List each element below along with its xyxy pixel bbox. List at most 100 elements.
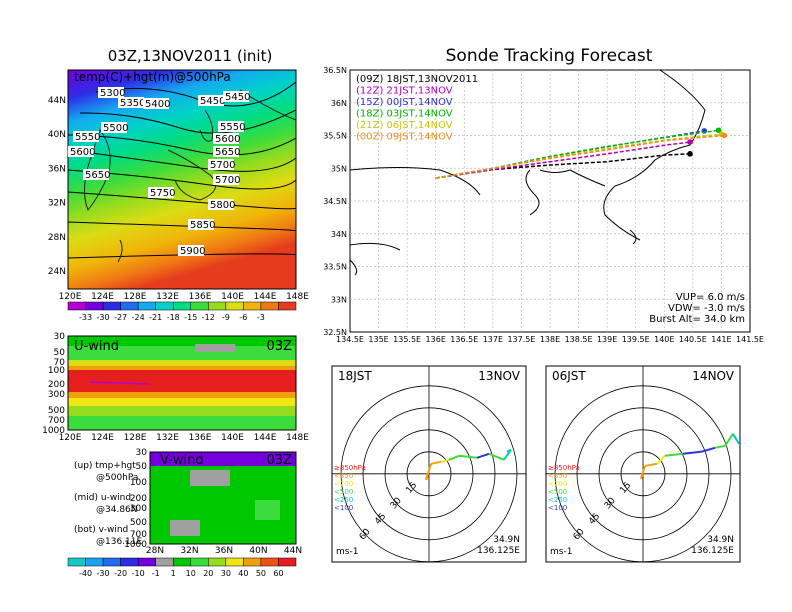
v-wind-x-label: 44N: [284, 546, 302, 556]
contour-label: 5300: [100, 88, 125, 99]
note-line: (mid) u-wind: [74, 493, 131, 503]
v-wind-y-label: 50: [136, 462, 148, 472]
note-line: @500hPa: [96, 473, 138, 483]
track-y-tick-label: 34N: [331, 230, 347, 239]
track-y-tick-label: 36.5N: [323, 66, 347, 75]
v-wind-x-label: 32N: [180, 546, 198, 556]
contour-label-bg: [101, 122, 127, 133]
track-param: VUP= 6.0 m/s: [676, 292, 745, 303]
contour-label-bg: [178, 245, 204, 256]
track-series-line: [435, 134, 725, 179]
u-wind-x-label: 128E: [124, 433, 147, 443]
track-param: Burst Alt= 34.0 km: [649, 314, 745, 325]
track-legend-entry: (21Z) 06JST,14NOV: [356, 120, 453, 131]
map-lon-label: 148E: [286, 292, 309, 302]
hodograph-trace: [640, 465, 646, 480]
hodograph-date: 13NOV: [478, 369, 520, 383]
contour-label: 5650: [215, 147, 240, 158]
sonde-track-map: (09Z) 18JST,13NOV2011(12Z) 21JST,13NOV(1…: [323, 66, 764, 344]
wind-colorbar: -40 -30 -20 -10 -1 1 10 20 30 40 50 60: [67, 557, 297, 578]
hodograph-trace: [488, 452, 505, 461]
wind-colorbar-swatch: [85, 557, 104, 567]
u-wind-label: U-wind: [74, 339, 119, 354]
hodograph-date: 14NOV: [692, 369, 734, 383]
wind-colorbar-label: -1: [152, 569, 160, 578]
map-lon-label: 128E: [124, 292, 147, 302]
track-endpoint: [687, 139, 693, 145]
wind-colorbar-label: -20: [114, 569, 127, 578]
track-y-tick-label: 33.5N: [323, 263, 347, 272]
map-lon-label: 120E: [59, 292, 82, 302]
contour-label-bg: [213, 146, 239, 157]
hodograph-legend-entry: ≥850hPa: [548, 464, 580, 472]
map-lon-label: 132E: [156, 292, 179, 302]
u-wind-y-label: 50: [54, 348, 66, 358]
temp-colorbar-swatch: [225, 301, 244, 311]
track-legend-entry: (18Z) 03JST,14NOV: [356, 109, 453, 120]
contour-label: 5900: [180, 246, 205, 257]
contour-label-bg: [188, 219, 214, 230]
map-lon-label: 144E: [254, 292, 277, 302]
v-wind-y-label: 1000: [124, 540, 147, 550]
contour-label-bg: [83, 169, 109, 180]
u-wind-y-label: 700: [48, 416, 65, 426]
wind-colorbar-label: -30: [97, 569, 110, 578]
contour-label-bg: [68, 146, 94, 157]
temp-colorbar-label: -30: [97, 313, 110, 322]
hodograph-lat: 34.9N: [493, 535, 520, 545]
temp-colorbar-swatch: [208, 301, 227, 311]
temp-colorbar-swatch: [278, 301, 297, 311]
temp-colorbar-swatch: [190, 301, 209, 311]
temp-colorbar-label: -15: [184, 313, 197, 322]
hodograph-trace: [458, 454, 478, 459]
u-wind-x-label: 148E: [286, 433, 309, 443]
wind-colorbar-label: 50: [256, 569, 266, 578]
wind-colorbar-label: -40: [79, 569, 92, 578]
map-lat-label: 44N: [48, 96, 66, 106]
contour-label: 5550: [220, 122, 245, 133]
u-wind-y-label: 500: [48, 406, 65, 416]
map-lat-label: 36N: [48, 164, 66, 174]
hodograph-lon: 136.125E: [477, 546, 520, 556]
hodograph-legend-entry: ≥850hPa: [334, 464, 366, 472]
hodograph-trace: [476, 452, 490, 459]
map-label: temp(C)+hgt(m)@500hPa: [74, 70, 231, 84]
hodograph-time: 18JST: [338, 369, 372, 383]
wind-colorbar-label: 60: [273, 569, 283, 578]
hodograph-trace: [724, 433, 734, 447]
v-wind-time: 03Z: [267, 453, 293, 468]
contour-label: 5450: [225, 92, 250, 103]
u-wind-x-label: 140E: [221, 433, 244, 443]
hodograph-legend-entry: <500: [548, 488, 567, 496]
track-y-tick-label: 33N: [331, 295, 347, 304]
map-lat-label: 28N: [48, 233, 66, 243]
track-x-tick-label: 138E: [540, 335, 560, 344]
track-x-tick-label: 137.5E: [507, 335, 535, 344]
track-param: VDW= -3.0 m/s: [668, 303, 745, 314]
wind-colorbar-label: 30: [221, 569, 231, 578]
map-lon-label: 136E: [189, 292, 212, 302]
hodograph-lat: 34.9N: [707, 535, 734, 545]
u-wind-y-label: 200: [48, 380, 65, 390]
contour-label-bg: [148, 187, 174, 198]
wind-colorbar-swatch: [260, 557, 279, 567]
hodograph-legend-entry: <850: [334, 472, 353, 480]
v-wind-y-label: 200: [130, 494, 147, 504]
hodograph-legend-entry: <100: [548, 504, 567, 512]
v-wind-x-label: 36N: [215, 546, 233, 556]
v-wind-y-label: 500: [130, 518, 147, 528]
track-y-tick-label: 35N: [331, 164, 347, 173]
wind-colorbar-swatch: [190, 557, 209, 567]
track-x-tick-label: 137E: [483, 335, 503, 344]
wind-colorbar-label: -10: [132, 569, 145, 578]
contour-label: 5850: [190, 220, 215, 231]
temp-colorbar-swatch: [85, 301, 104, 311]
contour-label-bg: [213, 174, 239, 185]
track-x-tick-label: 139.5E: [622, 335, 650, 344]
temp-colorbar-swatch: [67, 301, 86, 311]
track-x-tick-label: 135.5E: [393, 335, 421, 344]
